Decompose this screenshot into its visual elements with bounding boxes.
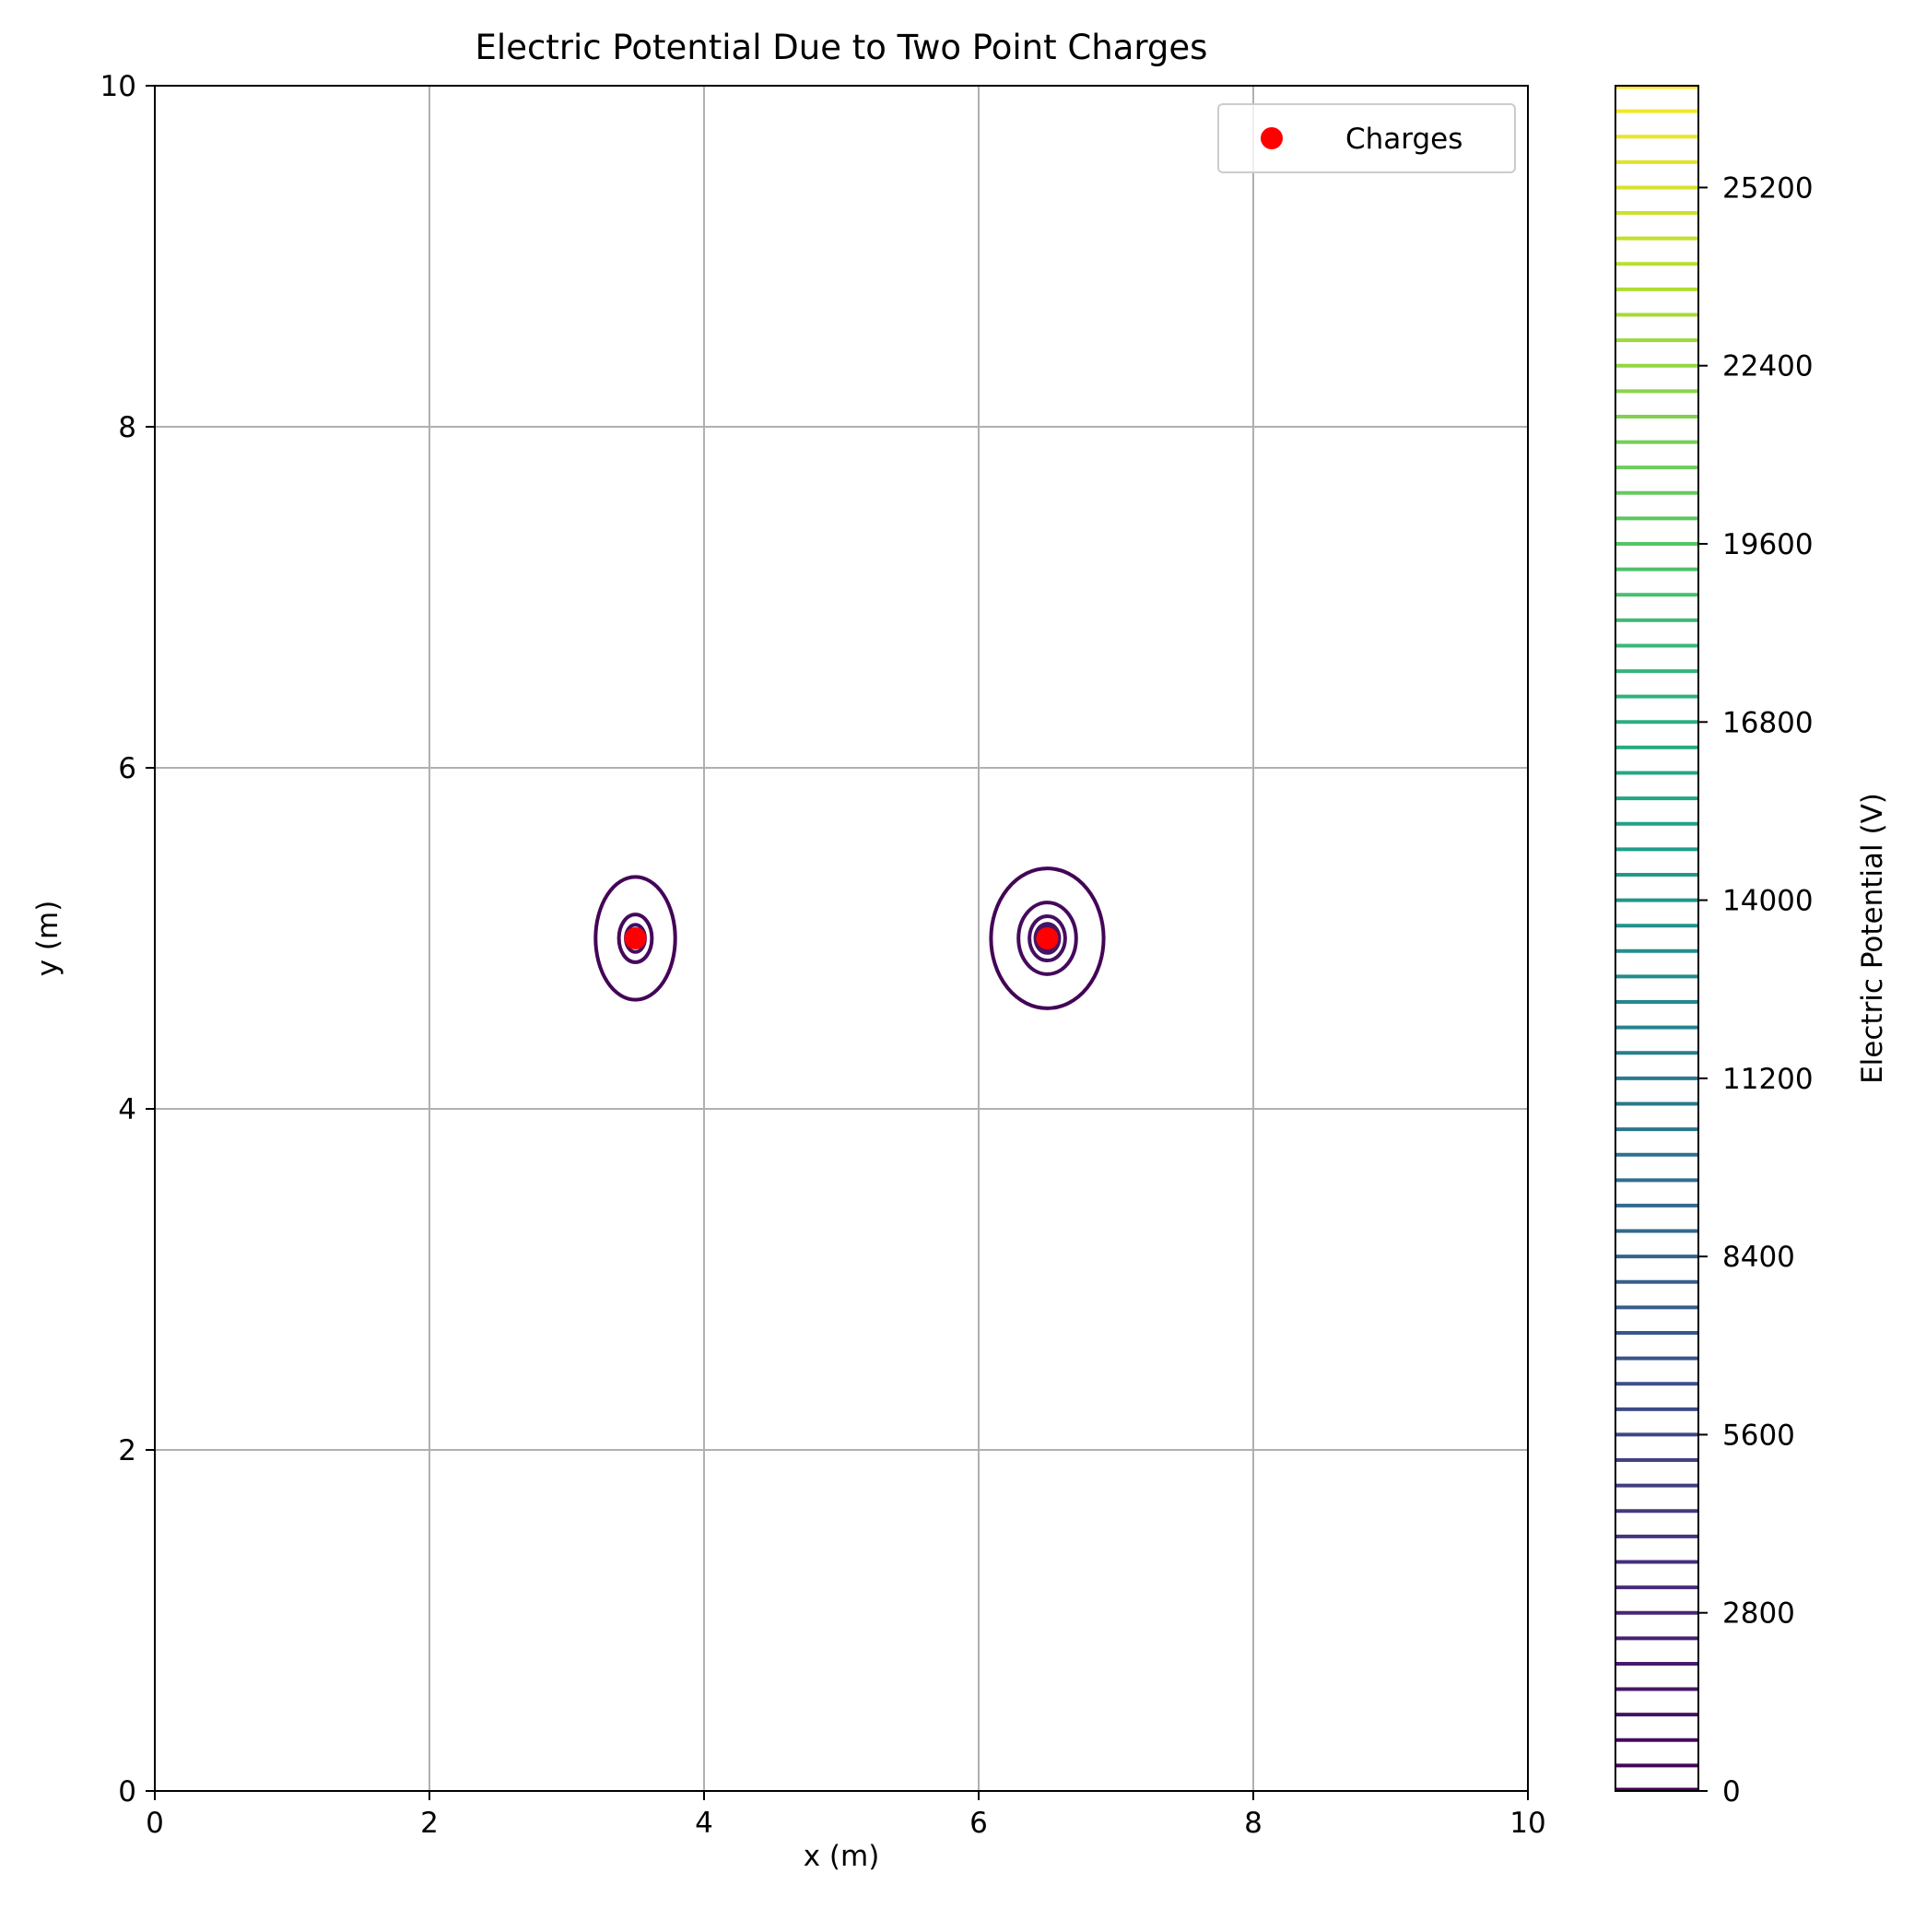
x-tick-label-8: 8 (1244, 1807, 1262, 1840)
contour-line-1 (617, 913, 654, 964)
x-tick-label-0: 0 (146, 1807, 164, 1840)
contour-line-3 (989, 866, 1106, 1010)
legend-box (1217, 103, 1516, 173)
charge-marker-2 (1036, 927, 1059, 949)
contour-line-0 (593, 875, 677, 1002)
y-axis: 0 2 4 6 8 10 (100, 70, 155, 1808)
colorbar-tick-label-19600: 19600 (1722, 528, 1814, 561)
contour-line-4 (1016, 901, 1078, 976)
charge-markers (624, 927, 1059, 949)
y-tick-label-6: 6 (118, 752, 136, 785)
colorbar-levels (1615, 85, 1698, 1792)
colorbar-frame (1615, 85, 1699, 1792)
x-tick-label-6: 6 (969, 1807, 988, 1840)
x-tick-label-4: 4 (695, 1807, 713, 1840)
colorbar: 0 2800 5600 8400 11200 14000 16800 19600 22400 25… (1615, 85, 1889, 1808)
colorbar-tick-label-5600: 5600 (1722, 1419, 1795, 1452)
legend: Charges (1217, 103, 1516, 173)
colorbar-label: Electric Potential (V) (1856, 793, 1889, 1084)
colorbar-tick-label-16800: 16800 (1722, 706, 1814, 739)
plot-frame (154, 85, 1529, 1792)
y-tick-label-0: 0 (118, 1775, 136, 1808)
y-axis-label: y (m) (31, 901, 65, 977)
x-axis: 0 2 4 6 8 10 (146, 1791, 1546, 1840)
legend-marker-charges (1261, 127, 1283, 149)
x-tick-label-2: 2 (420, 1807, 439, 1840)
legend-label-charges: Charges (1345, 123, 1462, 156)
y-tick-label-8: 8 (118, 411, 136, 444)
colorbar-tick-label-0: 0 (1722, 1775, 1741, 1808)
colorbar-tick-label-11200: 11200 (1722, 1063, 1814, 1096)
colorbar-tick-label-14000: 14000 (1722, 885, 1814, 918)
chart-title: Electric Potential Due to Two Point Char… (476, 28, 1208, 67)
x-tick-label-10: 10 (1509, 1807, 1545, 1840)
contour-lines (593, 866, 1106, 1010)
contour-line-5 (1028, 913, 1067, 963)
grid (154, 85, 1529, 1792)
colorbar-tick-label-8400: 8400 (1722, 1241, 1795, 1274)
colorbar-tick-label-2800: 2800 (1722, 1597, 1795, 1631)
y-tick-label-2: 2 (118, 1434, 136, 1467)
y-tick-label-4: 4 (118, 1093, 136, 1126)
colorbar-tick-label-25200: 25200 (1722, 171, 1814, 205)
charge-marker-1 (624, 927, 647, 949)
x-axis-label: x (m) (804, 1840, 880, 1873)
y-tick-label-10: 10 (100, 70, 136, 103)
colorbar-tick-label-22400: 22400 (1722, 350, 1814, 383)
colorbar-ticks: 0 2800 5600 8400 11200 14000 16800 19600 22400 25… (1698, 171, 1814, 1808)
